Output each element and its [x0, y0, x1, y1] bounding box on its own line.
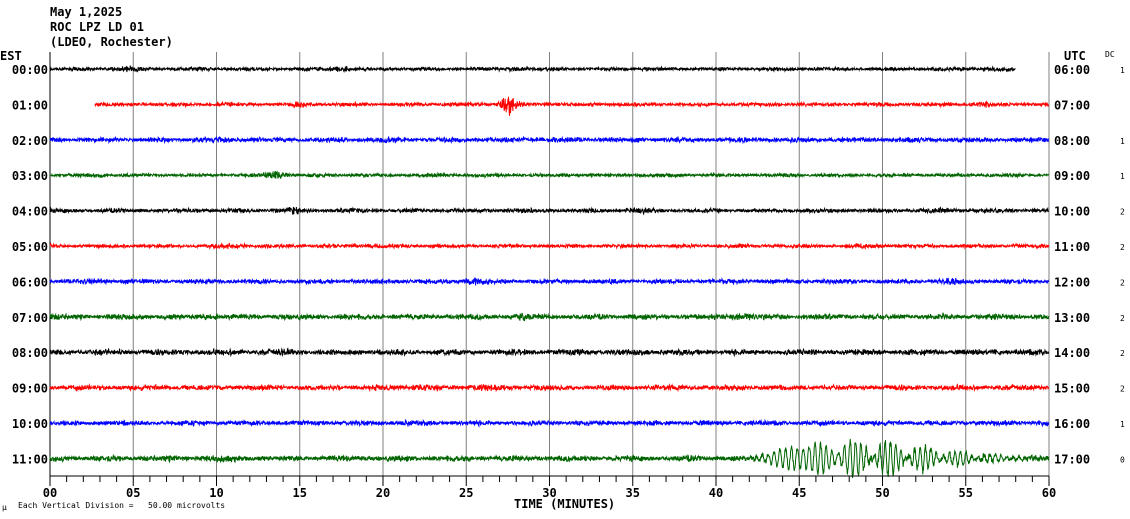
utc-label: 06:00: [1054, 63, 1090, 77]
x-tick-label: 60: [1042, 486, 1056, 500]
x-tick-label: 50: [875, 486, 889, 500]
chart-network: (LDEO, Rochester): [50, 35, 173, 49]
utc-axis-title: UTC: [1064, 49, 1086, 63]
utc-label: 07:00: [1054, 98, 1090, 112]
dc-value: 2: [1120, 208, 1125, 217]
utc-label: 09:00: [1054, 169, 1090, 183]
dc-value: 1: [1120, 137, 1125, 146]
utc-label: 11:00: [1054, 240, 1090, 254]
chart-station: ROC LPZ LD 01: [50, 20, 144, 34]
est-label: 11:00: [12, 452, 48, 466]
utc-label: 16:00: [1054, 417, 1090, 431]
est-label: 05:00: [12, 240, 48, 254]
utc-label: 13:00: [1054, 311, 1090, 325]
trace-0700: [49, 312, 1050, 322]
x-tick-label: 35: [626, 486, 640, 500]
trace-0200: [49, 135, 1049, 145]
utc-label: 15:00: [1054, 382, 1090, 396]
x-tick-label: 15: [293, 486, 307, 500]
est-label: 09:00: [12, 382, 48, 396]
trace-0300: [49, 170, 1050, 179]
x-tick-label: 05: [126, 486, 140, 500]
microvolt-icon: μ: [2, 503, 7, 512]
trace-1100: [49, 438, 1050, 479]
x-axis: 00 05 10 15 20 25 30 35 40 45 50 55 60: [43, 475, 1056, 500]
traces: [49, 65, 1050, 479]
x-tick-label: 55: [959, 486, 973, 500]
x-tick-label: 00: [43, 486, 57, 500]
x-axis-title: TIME (MINUTES): [514, 497, 615, 511]
dc-value: 2: [1120, 314, 1125, 323]
scale-note: Each Vertical Division = 50.00 microvolt…: [18, 501, 225, 510]
trace-0900: [49, 383, 1050, 393]
est-label: 06:00: [12, 275, 48, 289]
chart-date: May 1,2025: [50, 5, 122, 19]
utc-label: 17:00: [1054, 452, 1090, 466]
trace-0000: [49, 65, 1016, 74]
est-axis-title: EST: [0, 49, 22, 63]
x-tick-label: 40: [709, 486, 723, 500]
trace-1000: [49, 418, 1050, 428]
x-tick-label: 10: [209, 486, 223, 500]
est-label: 03:00: [12, 169, 48, 183]
est-label: 08:00: [12, 346, 48, 360]
dc-value: 1: [1120, 420, 1125, 429]
trace-0600: [49, 276, 1050, 286]
x-tick-label: 45: [792, 486, 806, 500]
est-label: 07:00: [12, 311, 48, 325]
utc-label: 10:00: [1054, 205, 1090, 219]
dc-value: 2: [1120, 349, 1125, 358]
est-label: 02:00: [12, 134, 48, 148]
est-label: 01:00: [12, 98, 48, 112]
trace-0100: [94, 96, 1049, 116]
utc-label: 12:00: [1054, 275, 1090, 289]
x-tick-label: 30: [542, 486, 556, 500]
est-label: 00:00: [12, 63, 48, 77]
trace-0400: [49, 206, 1049, 216]
dc-column-title: DC: [1105, 50, 1115, 59]
row-labels: 00:00 06:00 1 01:00 07:00 02:00 08:00 1 03:00 09:…: [12, 63, 1125, 466]
x-tick-label: 20: [376, 486, 390, 500]
dc-value: 2: [1120, 278, 1125, 287]
dc-value: 1: [1120, 172, 1125, 181]
dc-value: 0: [1120, 455, 1125, 464]
grid: [49, 52, 1050, 476]
est-label: 04:00: [12, 205, 48, 219]
trace-0800: [49, 347, 1050, 358]
dc-value: 1: [1120, 66, 1125, 75]
trace-0500: [49, 242, 1050, 250]
dc-value: 2: [1120, 385, 1125, 394]
dc-value: 2: [1120, 243, 1125, 252]
est-label: 10:00: [12, 417, 48, 431]
utc-label: 14:00: [1054, 346, 1090, 360]
utc-label: 08:00: [1054, 134, 1090, 148]
x-tick-label: 25: [459, 486, 473, 500]
